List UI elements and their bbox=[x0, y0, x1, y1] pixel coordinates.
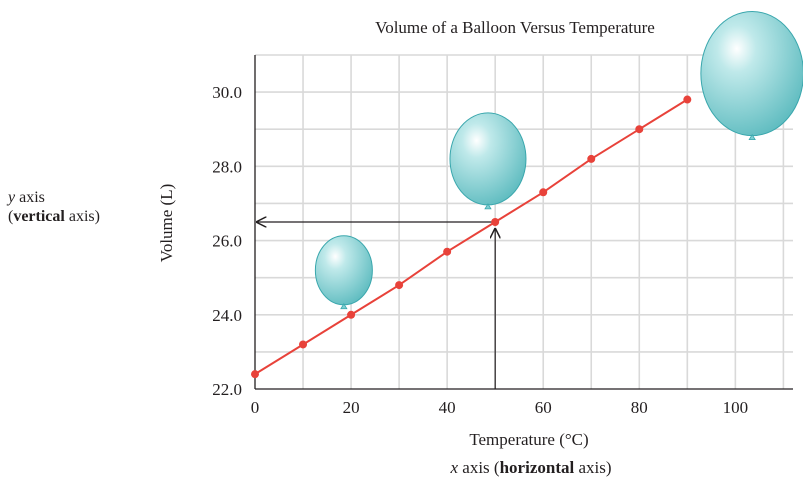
data-point bbox=[539, 188, 548, 197]
y-tick-label: 22.0 bbox=[212, 380, 242, 399]
y-axis-rest: axis) bbox=[68, 208, 100, 225]
series-line-path bbox=[254, 98, 688, 376]
data-point bbox=[491, 218, 500, 226]
balloon bbox=[700, 10, 803, 141]
y-tick-label: 26.0 bbox=[212, 232, 242, 251]
data-point bbox=[635, 125, 644, 134]
data-point bbox=[395, 281, 404, 290]
x-axis-title: Temperature (°C) bbox=[469, 430, 588, 449]
data-point bbox=[299, 340, 308, 349]
balloon-body bbox=[314, 235, 373, 306]
data-point bbox=[251, 370, 259, 379]
y-tick-label: 24.0 bbox=[212, 306, 242, 325]
x-axis-note: x axis (horizontal axis) bbox=[0, 458, 803, 478]
data-point bbox=[347, 310, 356, 319]
y-axis-word: axis bbox=[19, 189, 45, 206]
balloon-body bbox=[449, 112, 527, 206]
chart-title: Volume of a Balloon Versus Temperature bbox=[375, 18, 655, 37]
x-axis-word: axis bbox=[462, 458, 490, 477]
y-tick-label: 30.0 bbox=[212, 83, 242, 102]
series-line bbox=[251, 95, 692, 379]
data-point bbox=[443, 247, 452, 256]
y-axis-title: Volume (L) bbox=[157, 184, 176, 263]
data-point bbox=[683, 95, 692, 104]
x-tick-label: 60 bbox=[535, 398, 552, 417]
x-tick-label: 80 bbox=[631, 398, 648, 417]
balloon-knot bbox=[340, 302, 348, 310]
balloons bbox=[314, 10, 803, 310]
x-axis-bold: horizontal bbox=[499, 458, 575, 477]
y-axis-prefix: y bbox=[8, 189, 16, 206]
balloon-body bbox=[700, 10, 803, 137]
x-axis-prefix: x bbox=[450, 458, 459, 477]
x-tick-label: 100 bbox=[723, 398, 749, 417]
x-axis-rest: axis) bbox=[578, 458, 612, 477]
y-axis-note: y axis (vertical axis) bbox=[8, 188, 100, 226]
y-axis-bold: vertical bbox=[13, 208, 65, 225]
y-tick-label: 28.0 bbox=[212, 157, 242, 176]
read-off-arrows bbox=[257, 222, 495, 389]
axes bbox=[254, 55, 793, 390]
y-axis-paren-open: ( bbox=[8, 208, 14, 225]
x-tick-label: 0 bbox=[251, 398, 260, 417]
data-point bbox=[587, 154, 596, 163]
x-tick-label: 40 bbox=[439, 398, 456, 417]
x-tick-label: 20 bbox=[343, 398, 360, 417]
balloon-knot bbox=[484, 203, 492, 210]
balloon bbox=[449, 112, 527, 210]
balloon bbox=[314, 235, 373, 310]
balloon-knot bbox=[748, 133, 756, 141]
tick-labels: 0 20 40 60 80 100 22.0 24.0 26.0 28.0 30.0 bbox=[212, 83, 748, 417]
x-axis-paren-open: ( bbox=[493, 458, 500, 477]
